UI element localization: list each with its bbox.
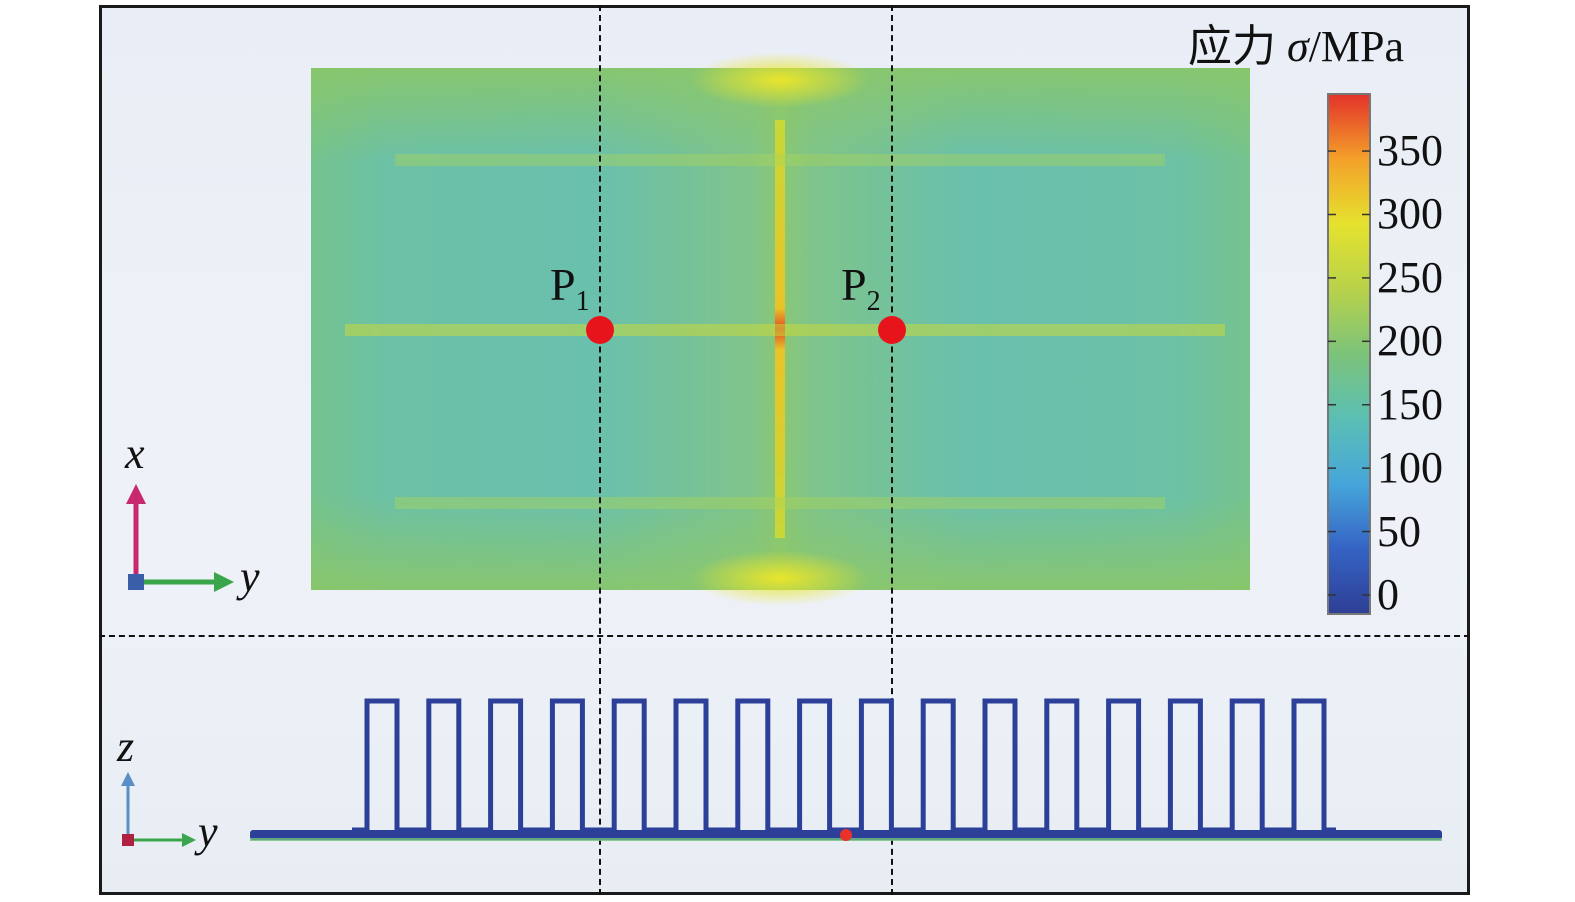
y-axis-label-top: y [240,552,260,601]
x-axis-label: x [125,429,145,478]
section-divider [99,635,1470,637]
axis-triad-top [126,484,234,592]
hot-zone-top [690,52,870,108]
colorbar-tick-label: 200 [1377,316,1443,366]
colorbar-tick-label: 100 [1377,443,1443,493]
y-axis-arrowhead-bottom [182,833,196,847]
point-p1-marker [586,316,614,344]
colorbar-tick-label: 300 [1377,189,1443,239]
point-p2-label: P2 [841,259,881,318]
section-line-p2 [891,5,893,895]
point-p2-marker [878,316,906,344]
z-axis-label: z [117,722,135,771]
colorbar-tick-label: 150 [1377,379,1443,429]
stress-band [395,154,1165,166]
colorbar [1327,93,1371,615]
colorbar-ticks [1328,150,1370,596]
stress-band [395,497,1165,509]
axis-triad-bottom [121,772,196,847]
hot-spot [840,829,852,841]
y-axis-arrowhead-top [214,572,234,592]
colorbar-tick-label: 250 [1377,252,1443,302]
colorbar-tick-label: 350 [1377,126,1443,176]
y-axis-label-bottom: y [198,807,218,856]
colorbar-tick-label: 50 [1377,506,1421,556]
point-p1-label: P1 [550,259,590,318]
x-axis-arrowhead [126,484,146,504]
z-axis-arrowhead [121,772,135,786]
origin-marker-top [128,574,144,590]
hot-zone-bottom [690,550,870,606]
section-line-p1 [599,5,601,895]
origin-marker-bottom [122,834,134,846]
fin-profile [352,698,1336,833]
stress-band [345,324,1225,336]
colorbar-rect [1327,93,1371,615]
colorbar-title: 应力 σ/MPa [1188,22,1405,71]
colorbar-tick-label: 0 [1377,569,1399,619]
fin-bands [345,154,1225,509]
